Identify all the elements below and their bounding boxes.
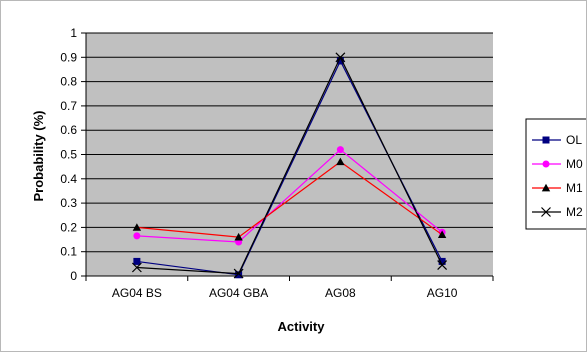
y-tick-label: 0.6 — [60, 123, 77, 137]
x-tick-label: AG04 BS — [112, 286, 162, 300]
legend-label: M1 — [566, 181, 583, 195]
circle-marker — [336, 146, 344, 154]
series-m1 — [132, 157, 447, 241]
data-point — [133, 232, 141, 240]
data-point — [437, 230, 447, 239]
legend-entry-ol: OL — [532, 133, 582, 147]
series-line — [136, 148, 443, 243]
square-marker — [438, 257, 446, 265]
data-point — [335, 52, 346, 63]
triangle-marker — [541, 183, 551, 192]
x-marker — [335, 52, 346, 63]
triangle-marker — [234, 232, 243, 241]
triangle-marker — [336, 157, 345, 166]
triangle-marker — [437, 230, 447, 239]
y-tick-label: 0.1 — [60, 245, 77, 259]
y-tick-label: 0 — [70, 269, 77, 283]
y-tick-label: 0.4 — [60, 172, 77, 186]
circle-marker — [133, 232, 141, 240]
data-point — [131, 262, 142, 273]
x-tick-label: AG10 — [427, 286, 458, 300]
y-tick-label: 0.5 — [60, 148, 77, 162]
square-marker — [133, 257, 141, 265]
data-point — [133, 257, 141, 265]
x-marker — [437, 260, 448, 270]
data-point — [235, 271, 243, 279]
x-marker — [541, 207, 551, 217]
y-tick-label: 0.3 — [60, 196, 77, 210]
y-tick-label: 0.9 — [60, 50, 77, 64]
y-tick-label: 1 — [70, 26, 77, 40]
series-m2 — [131, 52, 448, 279]
data-point — [336, 146, 344, 154]
circle-marker — [542, 160, 550, 168]
x-axis-title: Activity — [278, 319, 326, 334]
x-marker — [233, 268, 244, 279]
data-point — [438, 257, 446, 265]
series-line — [136, 161, 443, 238]
square-marker — [336, 57, 344, 65]
triangle-marker — [132, 223, 142, 231]
square-marker — [235, 271, 243, 279]
series-line — [136, 55, 443, 275]
legend-label: M2 — [566, 205, 583, 219]
legend-label: OL — [566, 133, 582, 147]
line-chart: 0 0.1 0.2 0.3 0.4 0.5 0.6 0.7 0.8 0.9 1 AG04 BS AG04… — [31, 26, 587, 334]
data-point — [132, 223, 142, 231]
y-tick-label: 0.7 — [60, 99, 77, 113]
data-point — [336, 57, 344, 65]
legend-label: M0 — [566, 157, 583, 171]
data-point — [234, 232, 243, 241]
legend-entry-m1: M1 — [532, 181, 583, 195]
legend: OL M0 M1 M2 — [525, 118, 587, 230]
square-marker — [542, 136, 550, 144]
x-tick-label: AG08 — [325, 286, 356, 300]
legend-box — [525, 118, 587, 230]
y-tick-label: 0.8 — [60, 75, 77, 89]
y-axis-title: Probability (%) — [31, 110, 46, 201]
legend-entry-m2: M2 — [532, 205, 583, 219]
data-point — [437, 260, 448, 270]
x-marker — [131, 262, 142, 273]
y-tick-label: 0.2 — [60, 220, 77, 234]
x-tick-label: AG04 GBA — [209, 286, 268, 300]
legend-entry-m0: M0 — [532, 157, 583, 171]
data-point — [233, 268, 244, 279]
data-point — [336, 157, 345, 166]
